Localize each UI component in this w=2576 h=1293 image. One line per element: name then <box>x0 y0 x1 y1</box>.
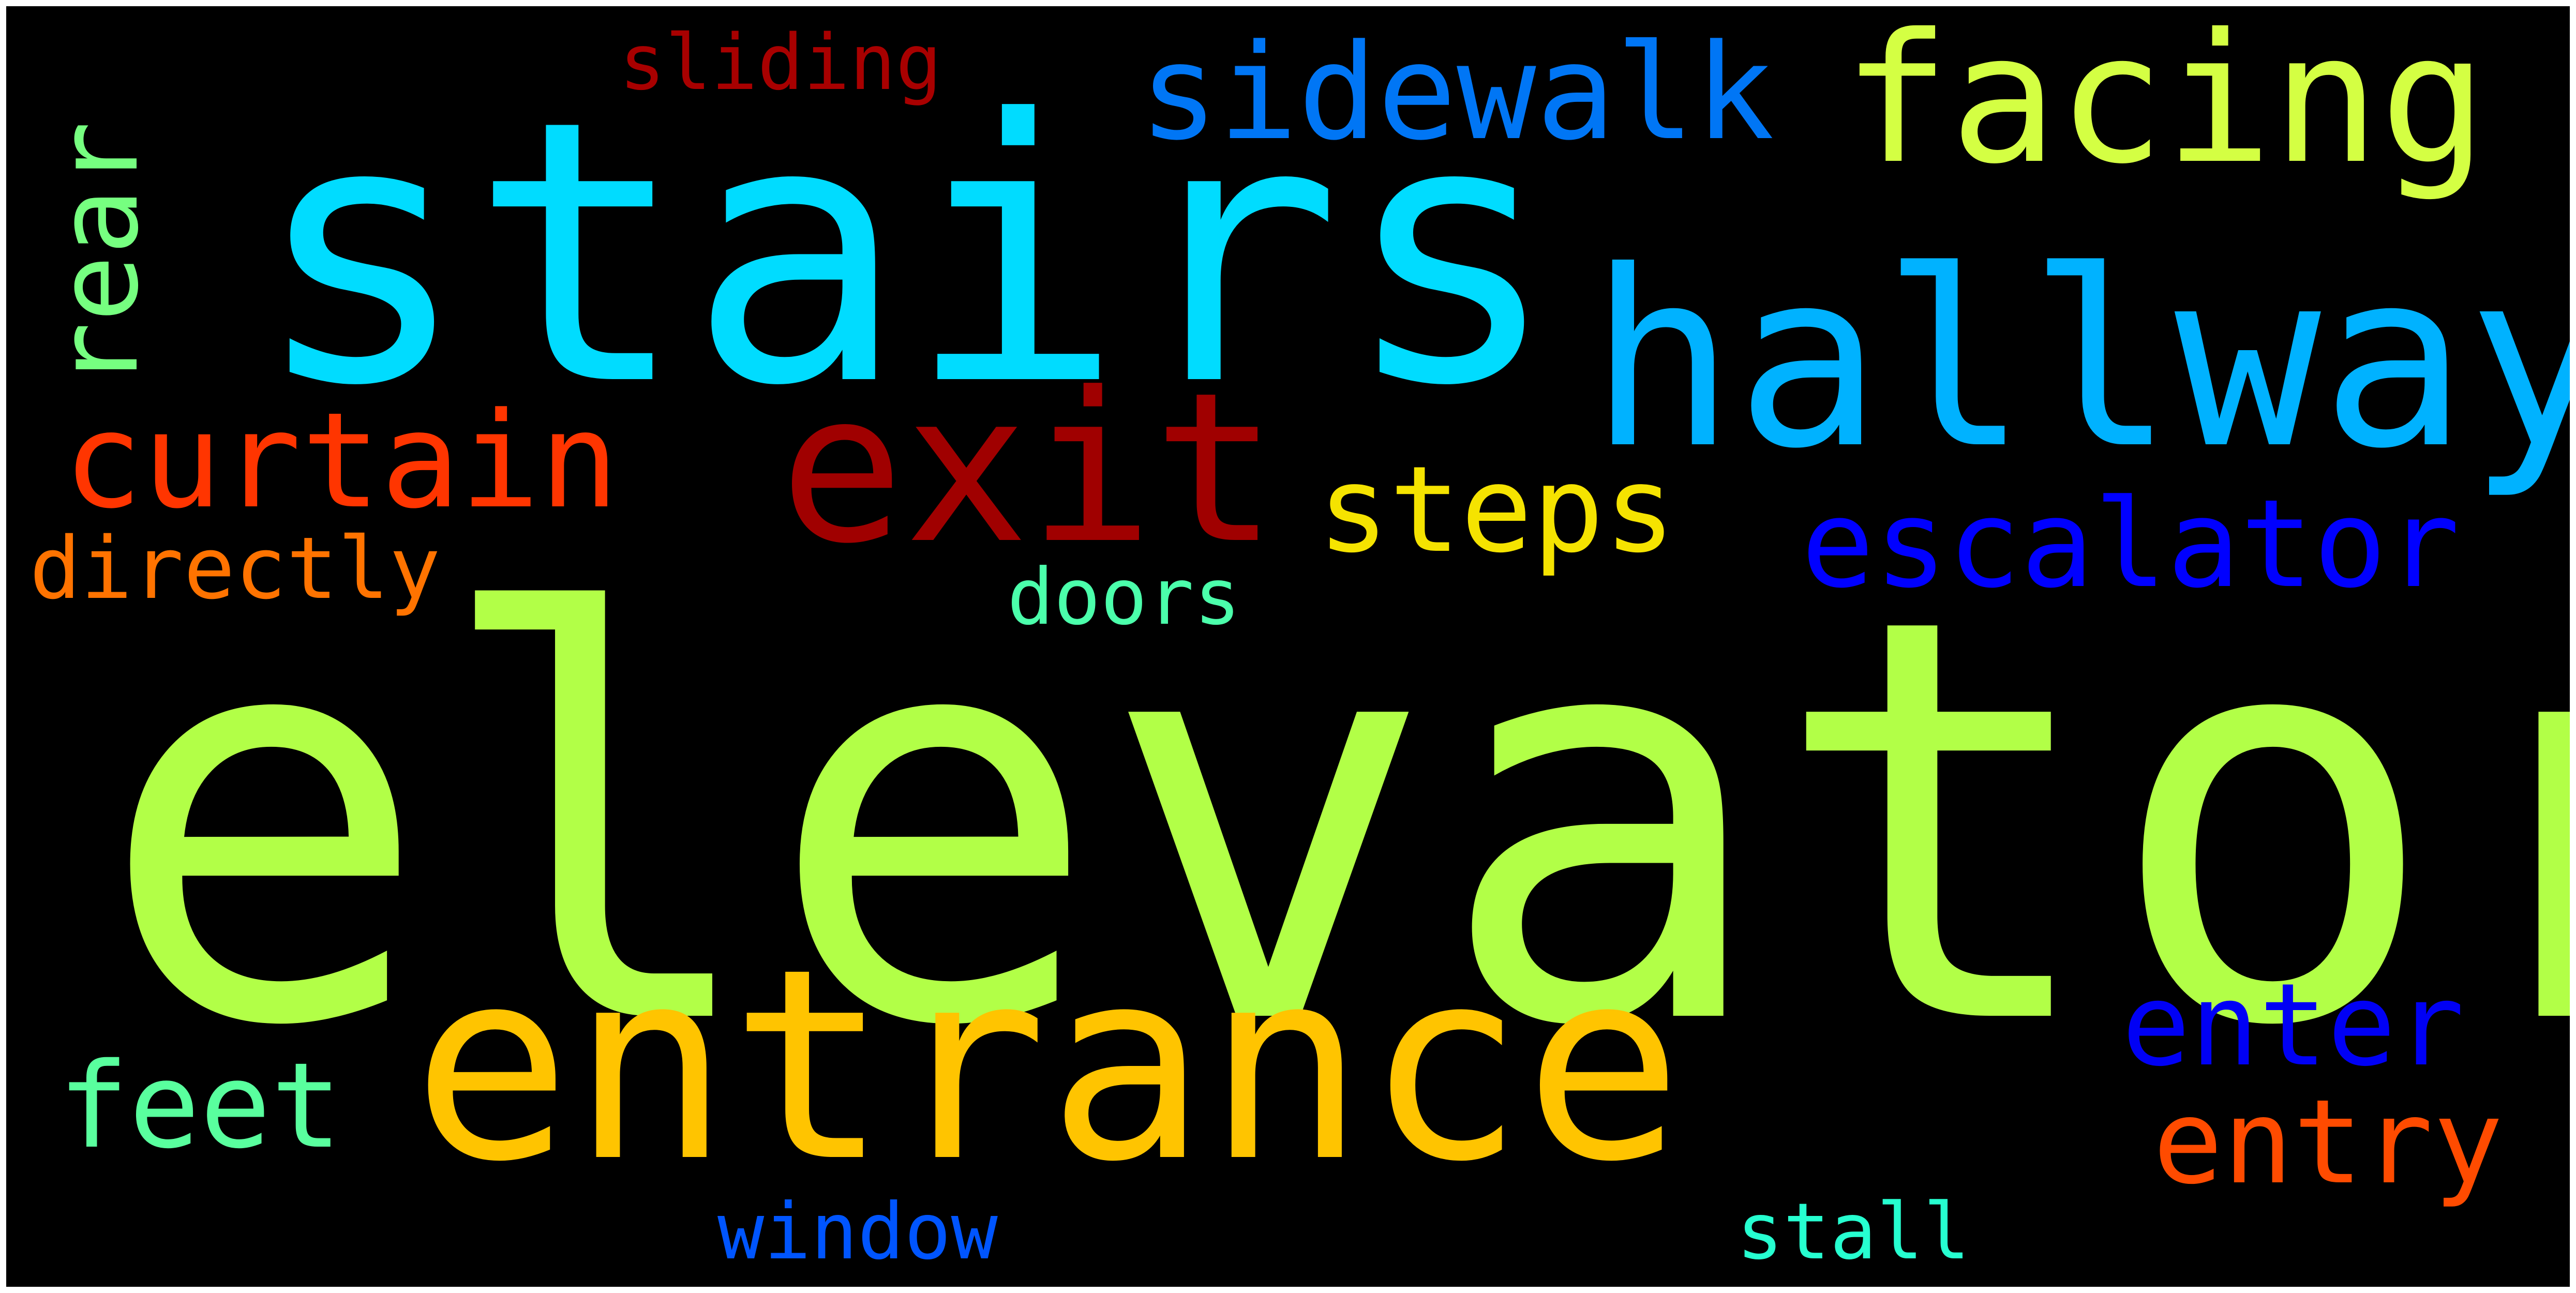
word-entry: entry <box>2153 1075 2504 1210</box>
word-sliding: sliding <box>619 18 942 107</box>
word-window: window <box>717 1187 998 1277</box>
word-doors: doors <box>1007 552 1241 642</box>
word-hallway: hallway <box>1589 219 2570 502</box>
word-stall: stall <box>1736 1187 1970 1277</box>
word-escalator: escalator <box>1801 474 2460 615</box>
word-curtain: curtain <box>63 384 619 538</box>
word-facing: facing <box>1843 6 2488 203</box>
word-directly: directly <box>29 519 441 618</box>
word-sidewalk: sidewalk <box>1139 16 1775 170</box>
word-steps: steps <box>1317 441 1676 579</box>
word-stairs: stairs <box>252 43 1560 465</box>
word-enter: enter <box>2122 959 2465 1091</box>
word-elevator: elevator <box>97 500 2570 1147</box>
word-rear: rear <box>33 121 163 389</box>
word-entrance: entrance <box>412 913 1683 1220</box>
word-feet: feet <box>58 1037 342 1175</box>
word-exit: exit <box>780 349 1278 589</box>
word-cloud-canvas: elevator stairs entrance hallway exit fa… <box>6 6 2570 1287</box>
